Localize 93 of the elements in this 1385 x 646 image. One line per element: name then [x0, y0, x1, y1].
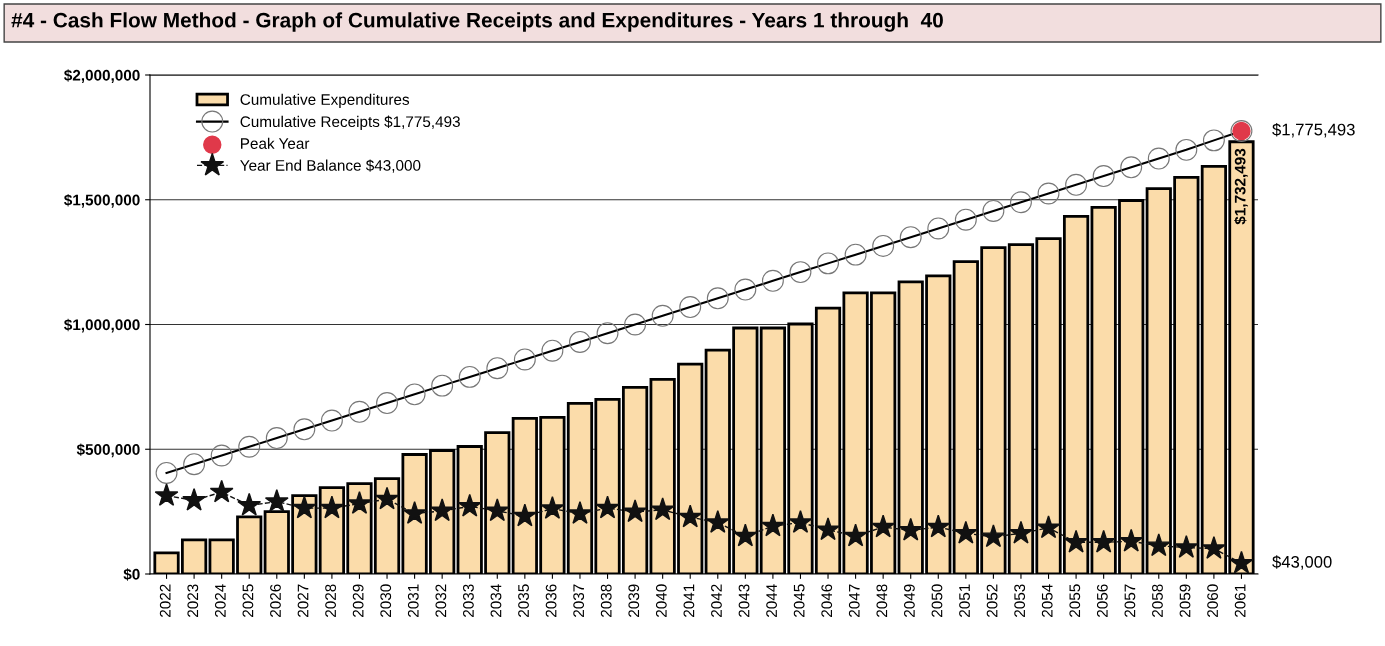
- point: [953, 520, 978, 544]
- point: [375, 486, 399, 510]
- point: [678, 504, 703, 528]
- point: [1064, 529, 1089, 553]
- point: [347, 491, 372, 514]
- x-tick-label: 2057: [1124, 584, 1136, 617]
- point: [1036, 515, 1061, 539]
- x-tick-label: 2032: [435, 584, 447, 617]
- x-tick-label: 2042: [711, 584, 722, 617]
- x-tick-label: 2052: [986, 584, 998, 617]
- point: [154, 483, 179, 506]
- x-tick-label: 2046: [821, 584, 833, 617]
- x-tick-label: 2044: [766, 584, 778, 617]
- x-tick-label: 2030: [380, 584, 392, 617]
- point: [595, 495, 620, 519]
- legend-label: Peak Year: [241, 137, 310, 149]
- point: [1146, 533, 1171, 557]
- point: [540, 496, 565, 519]
- x-tick-label: 2023: [187, 584, 199, 617]
- point: [733, 523, 758, 547]
- chart-title: #4 - Cash Flow Method - Graph of Cumulative Receipts and Expenditures - Years 1 through 40: [11, 12, 943, 32]
- x-tick-label: 2051: [959, 584, 970, 617]
- point: [457, 493, 482, 517]
- y-tick-label: $500,000: [76, 443, 140, 458]
- point: [650, 497, 675, 521]
- data-label: $1,732,493: [1234, 148, 1248, 225]
- x-tick-label: 2050: [931, 584, 943, 617]
- x-tick-label: 2034: [490, 584, 502, 617]
- x-tick-label: 2043: [738, 584, 750, 617]
- point: [1201, 536, 1226, 559]
- x-tick-label: 2059: [1179, 584, 1191, 617]
- point: [1229, 550, 1254, 574]
- x-tick-label: 2055: [1069, 584, 1081, 617]
- legend-label: Cumulative Receipts $1,775,493: [240, 115, 460, 131]
- point: [237, 492, 262, 516]
- point: [705, 510, 730, 533]
- x-tick-label: 2058: [1152, 584, 1163, 617]
- y-tick-label: $1,500,000: [64, 193, 140, 208]
- x-tick-label: 2029: [352, 584, 364, 617]
- y-tick-label: $1,000,000: [64, 318, 140, 333]
- x-tick-label: 2036: [545, 584, 557, 617]
- x-tick-label: 2022: [159, 584, 171, 617]
- x-tick-label: 2045: [793, 584, 805, 617]
- x-tick-label: 2060: [1207, 584, 1218, 617]
- x-tick-label: 2031: [407, 584, 419, 617]
- x-tick-label: 2047: [848, 584, 860, 617]
- point: [292, 495, 317, 519]
- point: [430, 498, 455, 522]
- annotation: $43,000: [1272, 555, 1332, 570]
- x-tick-label: 2053: [1014, 584, 1026, 617]
- x-tick-label: 2056: [1096, 584, 1108, 617]
- point: [816, 517, 840, 541]
- point: [319, 495, 344, 519]
- point: [760, 513, 785, 537]
- point: [871, 514, 896, 538]
- x-tick-label: 2054: [1041, 584, 1053, 617]
- point: [485, 498, 510, 522]
- point: [843, 523, 868, 547]
- x-tick-label: 2027: [297, 584, 309, 617]
- x-tick-label: 2039: [628, 584, 640, 617]
- x-tick-label: 2037: [573, 584, 585, 617]
- x-tick-label: 2025: [242, 584, 254, 617]
- x-tick-label: 2038: [600, 584, 612, 617]
- point: [1174, 535, 1199, 558]
- point: [402, 501, 427, 524]
- x-tick-label: 2041: [683, 584, 695, 617]
- x-tick-label: 2040: [655, 584, 667, 617]
- point: [182, 487, 207, 511]
- point: [209, 479, 234, 503]
- point: [788, 510, 813, 533]
- x-tick-label: 2035: [518, 584, 529, 617]
- x-tick-label: 2033: [463, 584, 474, 617]
- legend-label: Year End Balance $43,000: [240, 159, 421, 173]
- point: [568, 501, 592, 524]
- point: [981, 524, 1006, 548]
- x-tick-label: 2024: [214, 584, 226, 617]
- legend-label: Cumulative Expenditures: [240, 93, 410, 108]
- annotation: $1,775,493: [1272, 122, 1355, 138]
- point: [512, 503, 537, 527]
- point: [926, 514, 951, 538]
- x-tick-label: 2061: [1234, 584, 1246, 617]
- x-tick-label: 2028: [325, 584, 337, 617]
- y-tick-label: $0: [123, 568, 140, 581]
- x-tick-label: 2026: [270, 584, 281, 617]
- point: [1009, 520, 1033, 544]
- point: [264, 489, 289, 512]
- point: [898, 517, 923, 541]
- x-tick-label: 2048: [876, 584, 888, 617]
- x-tick-label: 2049: [904, 584, 915, 617]
- y-tick-label: $2,000,000: [64, 69, 140, 83]
- point: [1119, 528, 1144, 552]
- point: [623, 499, 648, 523]
- point: [1091, 529, 1116, 553]
